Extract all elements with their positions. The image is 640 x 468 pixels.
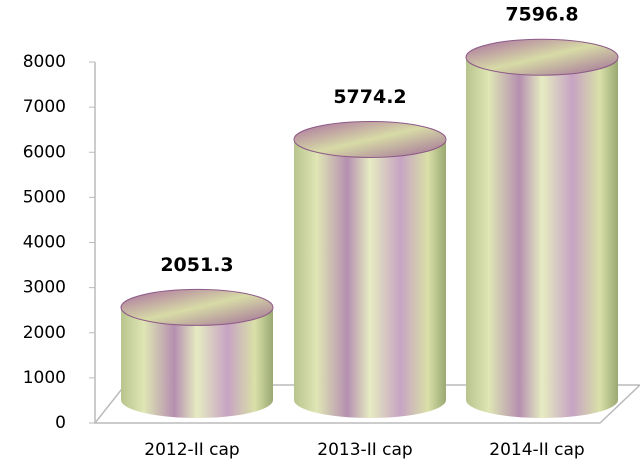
y-tick-label: 0 xyxy=(55,413,66,433)
bar xyxy=(294,139,446,401)
data-label: 2051.3 xyxy=(160,254,233,276)
y-tick-label: 7000 xyxy=(23,97,66,117)
y-tick-label: 3000 xyxy=(23,278,66,298)
y-tick-label: 5000 xyxy=(23,187,66,207)
x-tick-label: 2013-II cap xyxy=(317,440,412,460)
data-label: 7596.8 xyxy=(505,4,578,26)
y-tick-label: 2000 xyxy=(23,323,66,343)
y-tick-label: 1000 xyxy=(23,368,66,388)
y-tick-label: 8000 xyxy=(23,52,66,72)
data-label: 5774.2 xyxy=(333,86,406,108)
floor xyxy=(93,384,640,424)
x-tick-label: 2014-II cap xyxy=(489,440,584,460)
y-tick-label: 4000 xyxy=(23,233,66,253)
y-tick-label: 6000 xyxy=(23,142,66,162)
bar-top xyxy=(120,288,274,326)
x-tick-label: 2012-II cap xyxy=(144,440,239,460)
bar-top xyxy=(465,38,619,76)
bar xyxy=(466,57,618,401)
bar-top xyxy=(293,120,447,158)
